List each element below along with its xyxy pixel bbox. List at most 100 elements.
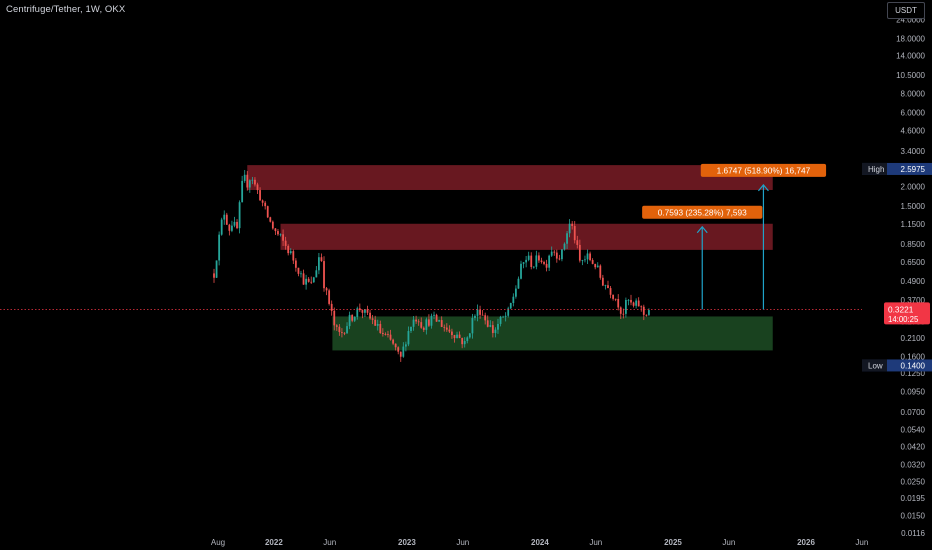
candle-111 <box>497 318 499 334</box>
candle-123 <box>527 251 530 262</box>
candle-body <box>277 231 279 235</box>
candle-body <box>635 300 638 306</box>
arrow-up-icon <box>696 225 708 234</box>
candle-114 <box>504 312 507 322</box>
candle-body <box>604 285 607 287</box>
candle-body <box>558 258 561 260</box>
candle-35 <box>302 269 305 285</box>
current-price-value: 0.3221 <box>888 304 914 314</box>
candle-body <box>430 315 433 326</box>
candle-body <box>233 221 236 226</box>
candle-body <box>433 314 435 316</box>
candle-body <box>392 339 394 344</box>
y-tick-3: 10.5000 <box>896 71 925 80</box>
candle-body <box>451 331 453 336</box>
candle-body <box>389 334 392 340</box>
candle-body <box>553 251 556 253</box>
candle-17 <box>256 182 259 195</box>
candle-body <box>374 319 377 326</box>
candle-body <box>381 332 384 335</box>
candle-body <box>366 309 369 313</box>
candle-body <box>484 315 487 321</box>
candle-55 <box>353 316 356 323</box>
candle-body <box>346 326 348 334</box>
candle-152 <box>601 274 604 287</box>
candle-92 <box>448 325 451 334</box>
candle-39 <box>312 276 315 283</box>
resistance-zone-upper <box>247 165 773 190</box>
candle-26 <box>279 233 282 237</box>
candle-body <box>586 253 589 260</box>
bar-countdown: 14:00:25 <box>888 315 919 324</box>
candle-22 <box>269 216 272 223</box>
candle-body <box>254 179 256 185</box>
candle-body <box>341 332 343 333</box>
candle-98 <box>463 337 466 348</box>
candle-46 <box>330 300 333 316</box>
candle-127 <box>538 252 540 263</box>
candle-144 <box>581 259 584 266</box>
candle-body <box>317 257 320 271</box>
candle-141 <box>573 221 576 244</box>
candle-131 <box>548 254 551 272</box>
candle-body <box>425 319 428 330</box>
candle-32 <box>294 258 297 272</box>
candle-139 <box>568 219 571 238</box>
candle-24 <box>274 228 277 236</box>
candle-136 <box>561 249 563 262</box>
candle-body <box>361 310 364 313</box>
candle-body <box>509 303 512 309</box>
time-axis[interactable]: Aug 2022 Jun 2023 Jun 2024 Jun 2025 Jun 2026 Jun <box>211 538 868 547</box>
low-marker: Low 0.1400 <box>862 359 932 372</box>
candle-7 <box>231 220 233 233</box>
candle-body <box>640 306 643 308</box>
y-tick-17: 0.2100 <box>901 334 926 343</box>
candle-body <box>512 296 515 304</box>
candle-67 <box>384 332 387 336</box>
candle-27 <box>282 229 284 246</box>
candle-body <box>287 245 290 254</box>
candle-body <box>563 243 566 250</box>
candle-146 <box>586 249 589 264</box>
candle-body <box>387 334 389 335</box>
candle-122 <box>525 255 528 268</box>
candle-body <box>394 343 397 348</box>
candle-body <box>612 294 615 299</box>
currency-button[interactable]: USDT <box>887 2 925 19</box>
candle-20 <box>264 200 267 210</box>
candle-body <box>251 179 254 181</box>
candle-80 <box>417 319 420 326</box>
candle-body <box>486 320 489 327</box>
y-tick-11: 1.1500 <box>901 220 926 229</box>
candle-body <box>497 323 499 330</box>
candle-113 <box>502 315 504 318</box>
candle-body <box>256 184 259 191</box>
high-marker-tag-bg <box>862 162 887 175</box>
candle-93 <box>451 328 453 339</box>
candle-49 <box>338 324 341 336</box>
candle-body <box>315 270 318 278</box>
candle-18 <box>259 187 261 201</box>
price-axis[interactable]: 24.0000 18.0000 14.0000 10.5000 8.0000 6.0000… <box>862 15 932 538</box>
candle-body <box>571 223 574 226</box>
candle-body <box>596 265 599 268</box>
candle-body <box>594 263 597 268</box>
candle-45 <box>328 288 331 306</box>
candle-72 <box>397 346 400 355</box>
candle-81 <box>420 317 423 329</box>
candle-body <box>428 319 430 326</box>
candle-128 <box>540 257 543 264</box>
candle-159 <box>619 306 622 320</box>
x-tick-4: Jun <box>456 538 469 547</box>
candle-body <box>305 278 308 285</box>
candle-body <box>241 180 244 203</box>
candle-76 <box>407 326 410 347</box>
candle-body <box>358 308 361 311</box>
y-tick-4: 8.0000 <box>901 89 926 98</box>
candle-body <box>312 277 315 283</box>
candle-29 <box>287 244 290 256</box>
candle-156 <box>612 294 615 301</box>
candle-137 <box>563 242 566 251</box>
candle-125 <box>532 266 535 269</box>
